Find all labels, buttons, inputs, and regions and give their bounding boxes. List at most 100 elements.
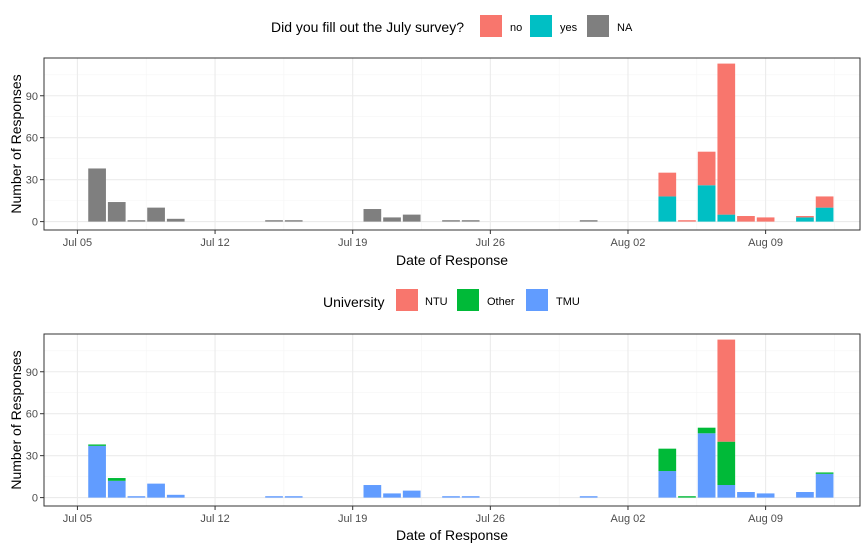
chart-1: Did you fill out the July survey? no yes… [8,15,861,268]
legend-2-label-ntu: NTU [425,296,448,308]
bar-segment-ntu [717,339,736,442]
bar-segment-tmu [284,496,303,498]
bar-segment-no [815,196,834,208]
bar-segment-other [658,448,677,472]
legend-2-label-tmu: TMU [556,296,580,308]
x-tick-label: Jul 05 [63,237,92,249]
panel-1-background [44,58,860,230]
y-tick-label: 60 [26,133,38,145]
y-tick-label: 0 [32,217,38,229]
bar-segment-tmu [697,433,716,498]
bar-segment-no [678,220,696,222]
bar-segment-yes [717,214,736,222]
bar-segment-na [461,220,480,222]
y-axis-2: 0 30 60 90 [26,367,44,505]
bar-segment-na [284,220,303,222]
bar-segment-other [107,478,126,481]
bar-segment-no [697,151,716,186]
bar-segment-na [442,220,460,222]
bar-segment-tmu [579,496,598,498]
bar-segment-tmu [166,494,185,498]
y-tick-label: 90 [26,91,38,103]
bar-segment-tmu [363,485,382,498]
legend-1-label-na: NA [617,22,633,34]
bar-segment-na [127,220,146,222]
bar-segment-yes [815,207,834,222]
bar-segment-other [717,441,736,486]
bar-segment-na [107,202,126,222]
bar-segment-tmu [402,490,421,498]
bar-segment-na [265,220,283,222]
bar-segment-yes [796,217,814,222]
bar-segment-tmu [658,471,677,498]
bar-segment-other [815,472,834,474]
x-axis-2-title: Date of Response [396,527,508,543]
bar-segment-na [166,218,185,222]
bar-segment-na [363,209,382,222]
bars-1 [88,63,834,222]
bar-segment-na [402,214,421,222]
legend-2-key-ntu [396,289,418,311]
x-tick-label: Jul 26 [476,513,505,525]
bar-segment-na [383,217,401,222]
x-tick-label: Jul 26 [476,237,505,249]
bar-segment-tmu [88,445,106,498]
x-tick-label: Jul 19 [338,513,367,525]
x-axis-2: Jul 05 Jul 12 Jul 19 Jul 26 Aug 02 Aug 09 [63,506,783,525]
bar-segment-no [796,216,814,218]
legend-2-key-other [457,289,479,311]
y-axis-1: 0 30 60 90 [26,91,44,229]
x-axis-1: Jul 05 Jul 12 Jul 19 Jul 26 Aug 02 Aug 09 [63,230,783,249]
bars-2 [88,339,834,498]
bar-segment-tmu [383,493,401,498]
y-tick-label: 60 [26,409,38,421]
bar-segment-tmu [127,496,146,498]
legend-1-key-na [587,15,609,37]
bar-segment-tmu [107,480,126,498]
bar-segment-na [579,220,598,222]
bar-segment-yes [697,185,716,222]
y-axis-1-title: Number of Responses [8,74,24,213]
bar-segment-no [737,216,755,222]
bar-segment-yes [658,196,677,222]
x-tick-label: Jul 12 [200,237,229,249]
legend-1-key-yes [530,15,552,37]
legend-1-key-no [480,15,502,37]
y-axis-2-title: Number of Responses [8,350,24,489]
bar-segment-tmu [756,493,775,498]
y-tick-label: 30 [26,175,38,187]
y-tick-label: 0 [32,493,38,505]
x-tick-label: Jul 19 [338,237,367,249]
bar-segment-tmu [717,485,736,498]
x-tick-label: Aug 02 [611,237,646,249]
legend-1: Did you fill out the July survey? no yes… [271,15,633,37]
legend-2-label-other: Other [487,296,515,308]
legend-2-title: University [323,294,384,310]
bar-segment-other [697,427,716,434]
bar-segment-tmu [796,492,814,498]
panel-2-border [43,333,861,507]
bar-segment-tmu [815,473,834,498]
x-axis-1-title: Date of Response [396,252,508,268]
x-tick-label: Jul 05 [63,513,92,525]
bar-segment-tmu [737,492,755,498]
bar-segment-na [147,207,165,222]
bar-segment-no [658,172,677,197]
x-tick-label: Jul 12 [200,513,229,525]
bar-segment-na [88,168,106,222]
legend-2-key-tmu [526,289,548,311]
y-tick-label: 90 [26,367,38,379]
x-tick-label: Aug 02 [611,513,646,525]
bar-segment-tmu [442,496,460,498]
legend-1-label-yes: yes [560,22,578,34]
x-tick-label: Aug 09 [748,513,783,525]
bar-segment-other [678,496,696,498]
bar-segment-tmu [265,496,283,498]
bar-segment-no [756,217,775,222]
bar-segment-tmu [147,483,165,498]
bar-segment-no [717,63,736,215]
bar-segment-other [88,444,106,446]
panel-1-border [43,57,861,231]
